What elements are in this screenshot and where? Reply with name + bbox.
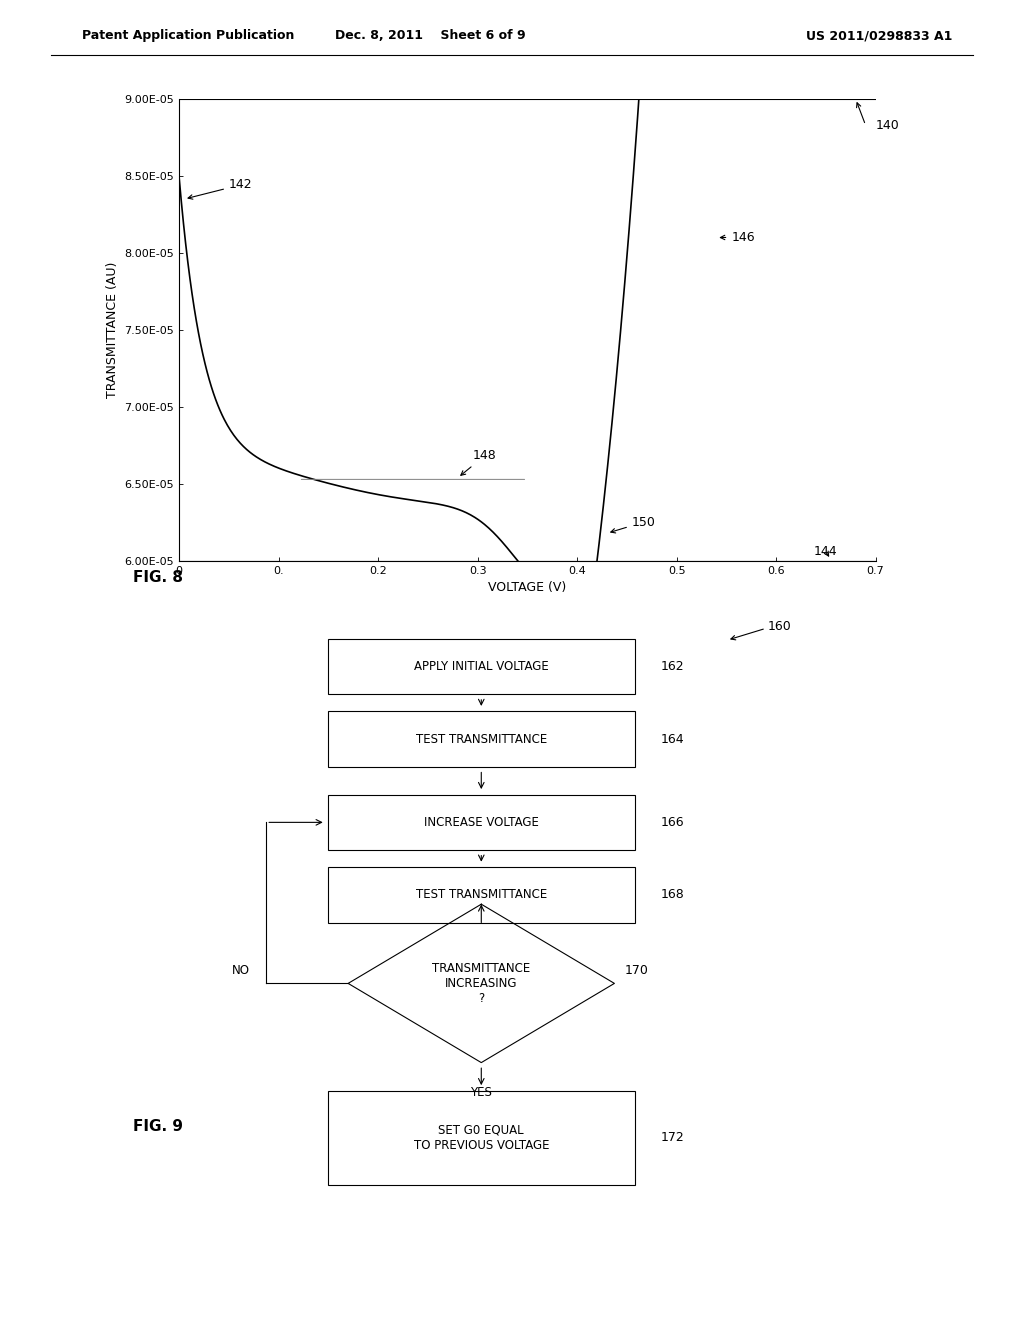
Text: TRANSMITTANCE
INCREASING
?: TRANSMITTANCE INCREASING ?	[432, 962, 530, 1005]
Text: 172: 172	[660, 1131, 684, 1144]
Text: FIG. 8: FIG. 8	[133, 570, 183, 585]
Text: 164: 164	[660, 733, 684, 746]
Text: Dec. 8, 2011    Sheet 6 of 9: Dec. 8, 2011 Sheet 6 of 9	[335, 29, 525, 42]
Text: NO: NO	[231, 964, 250, 977]
Text: SET G0 EQUAL
TO PREVIOUS VOLTAGE: SET G0 EQUAL TO PREVIOUS VOLTAGE	[414, 1123, 549, 1152]
Text: 162: 162	[660, 660, 684, 673]
Text: INCREASE VOLTAGE: INCREASE VOLTAGE	[424, 816, 539, 829]
Text: 168: 168	[660, 888, 684, 902]
Text: 166: 166	[660, 816, 684, 829]
Text: TEST TRANSMITTANCE: TEST TRANSMITTANCE	[416, 888, 547, 902]
Text: FIG. 9: FIG. 9	[133, 1119, 183, 1134]
Text: 148: 148	[461, 449, 497, 475]
Text: US 2011/0298833 A1: US 2011/0298833 A1	[806, 29, 952, 42]
Text: 160: 160	[768, 620, 792, 634]
Text: 142: 142	[188, 178, 253, 199]
Text: Patent Application Publication: Patent Application Publication	[82, 29, 294, 42]
Text: 170: 170	[625, 964, 648, 977]
X-axis label: VOLTAGE (V): VOLTAGE (V)	[488, 581, 566, 594]
Text: APPLY INITIAL VOLTAGE: APPLY INITIAL VOLTAGE	[414, 660, 549, 673]
Text: 140: 140	[876, 119, 899, 132]
Text: 146: 146	[720, 231, 755, 244]
Text: TEST TRANSMITTANCE: TEST TRANSMITTANCE	[416, 733, 547, 746]
Text: 150: 150	[610, 516, 655, 533]
Y-axis label: TRANSMITTANCE (AU): TRANSMITTANCE (AU)	[106, 261, 119, 399]
Text: 144: 144	[814, 545, 838, 558]
Text: YES: YES	[470, 1086, 493, 1100]
